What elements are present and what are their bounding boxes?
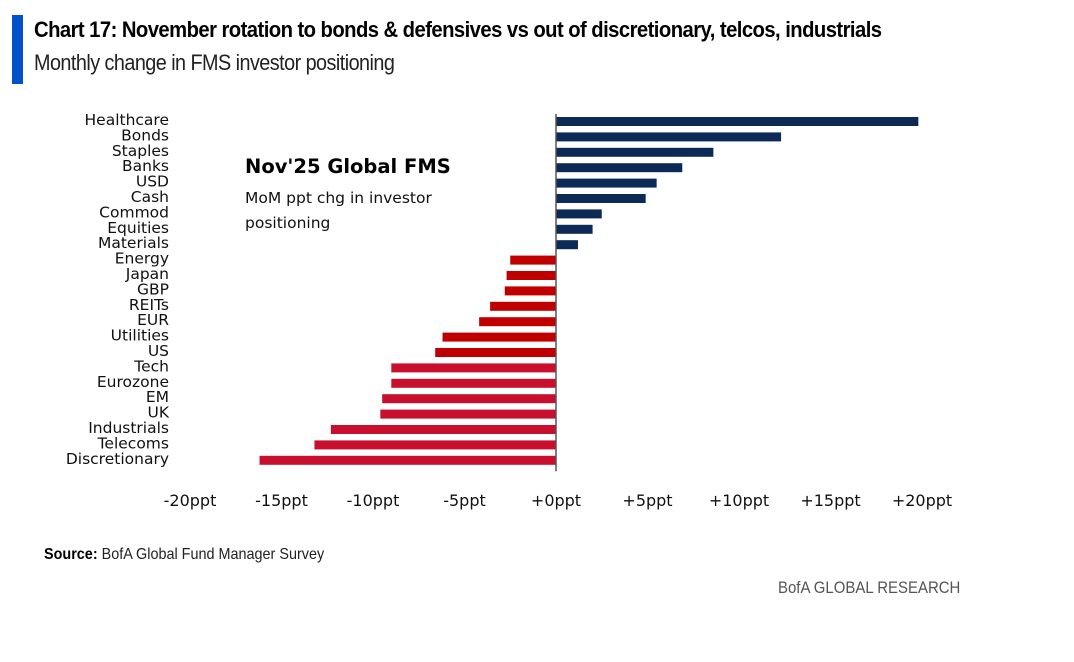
category-label-eurozone: Eurozone — [97, 373, 169, 391]
x-tick-label: -20ppt — [164, 491, 217, 510]
bar-em — [382, 394, 556, 404]
bar-telecoms — [314, 440, 556, 450]
category-label-telecoms: Telecoms — [97, 434, 169, 452]
bar-cash — [556, 194, 646, 203]
category-label-equities: Equities — [107, 219, 169, 237]
x-tick-labels: -20ppt -15ppt -10ppt -5ppt +0ppt +5ppt +10ppt +… — [164, 491, 953, 510]
bar-eurozone — [391, 378, 556, 388]
category-label-banks: Banks — [122, 157, 169, 175]
category-label-energy: Energy — [115, 250, 169, 268]
bar-discretionary — [259, 455, 556, 465]
x-tick-label: -5ppt — [443, 491, 486, 510]
bar-bonds — [556, 132, 782, 142]
bar-materials — [556, 240, 578, 250]
bars-group — [259, 117, 919, 465]
x-tick-label: -15ppt — [255, 491, 308, 510]
category-label-materials: Materials — [98, 234, 169, 252]
category-label-tech: Tech — [133, 357, 169, 375]
x-tick-label: +0ppt — [531, 491, 581, 510]
category-labels: HealthcareBondsStaplesBanksUSDCashCommod… — [66, 111, 170, 468]
source-note: Source: BofA Global Fund Manager Survey — [44, 546, 324, 564]
bar-utilities — [442, 332, 556, 342]
chart-subtitle: Monthly change in FMS investor positioni… — [34, 50, 395, 75]
category-label-usd: USD — [136, 173, 169, 191]
x-tick-label: -10ppt — [347, 491, 400, 510]
x-tick-label: +15ppt — [800, 491, 860, 510]
bar-uk — [380, 409, 556, 419]
category-label-utilities: Utilities — [111, 327, 169, 345]
annotation-subtitle: MoM ppt chg in investor positioning — [245, 189, 432, 232]
bar-healthcare — [556, 117, 919, 126]
category-label-healthcare: Healthcare — [85, 111, 170, 129]
bar-eur — [479, 317, 556, 327]
category-label-cash: Cash — [131, 188, 169, 206]
category-label-us: US — [148, 342, 169, 360]
category-label-bonds: Bonds — [121, 126, 169, 144]
category-label-em: EM — [146, 388, 169, 406]
title-accent-bar — [12, 15, 23, 84]
bar-equities — [556, 224, 593, 234]
annotation-title: Nov'25 Global FMS — [245, 155, 451, 178]
bar-us — [435, 348, 556, 357]
brand-label: BofA GLOBAL RESEARCH — [778, 578, 961, 597]
source-text: BofA Global Fund Manager Survey — [101, 546, 325, 563]
chart-title: Chart 17: November rotation to bonds & d… — [34, 17, 882, 42]
category-label-commod: Commod — [99, 203, 169, 221]
x-tick-label: +5ppt — [622, 491, 672, 510]
bar-commod — [556, 209, 602, 219]
category-label-gbp: GBP — [137, 280, 169, 298]
bar-tech — [391, 363, 556, 373]
x-tick-label: +20ppt — [892, 491, 952, 510]
category-label-discretionary: Discretionary — [66, 450, 169, 468]
bar-usd — [556, 178, 657, 188]
bar-banks — [556, 163, 683, 173]
bar-industrials — [330, 425, 556, 434]
category-label-japan: Japan — [125, 265, 169, 283]
category-label-eur: EUR — [137, 311, 169, 329]
category-label-reits: REITs — [129, 296, 169, 314]
category-label-uk: UK — [147, 404, 169, 422]
category-label-industrials: Industrials — [88, 419, 169, 437]
bar-energy — [510, 255, 556, 265]
bar-staples — [556, 147, 714, 157]
bar-gbp — [504, 286, 556, 296]
bar-reits — [490, 301, 556, 311]
source-label: Source: — [44, 546, 98, 563]
bar-japan — [506, 271, 556, 280]
category-label-staples: Staples — [112, 142, 169, 160]
x-tick-label: +10ppt — [709, 491, 769, 510]
